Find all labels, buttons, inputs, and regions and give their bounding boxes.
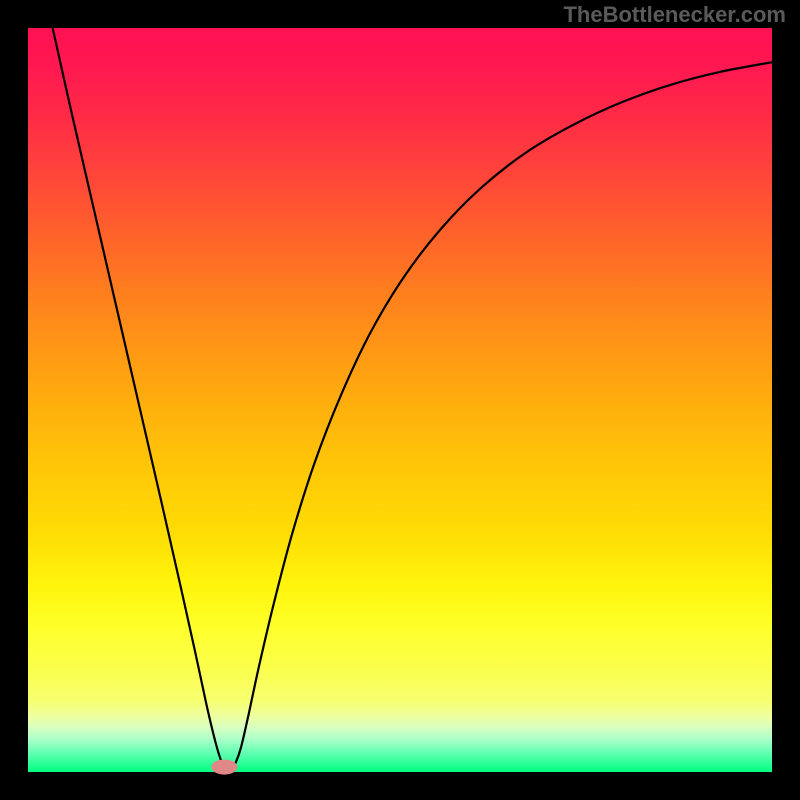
optimal-point-marker (212, 759, 237, 774)
curve-layer (28, 28, 772, 772)
bottleneck-curve (52, 28, 772, 771)
watermark-text: TheBottlenecker.com (563, 2, 786, 28)
chart-container: TheBottlenecker.com (0, 0, 800, 800)
plot-area (28, 28, 772, 772)
